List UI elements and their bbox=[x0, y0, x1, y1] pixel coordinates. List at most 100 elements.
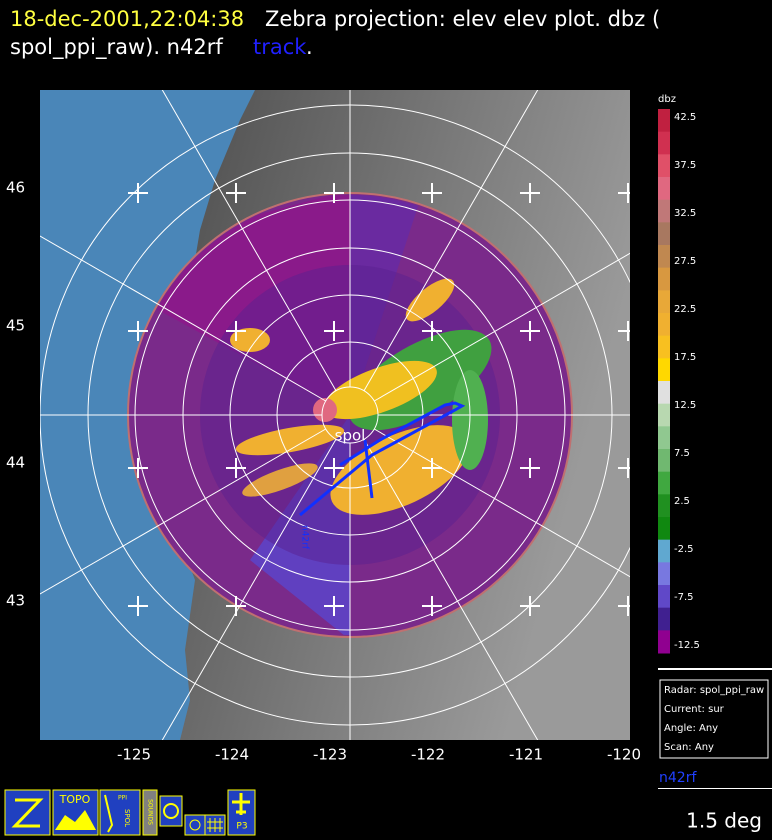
colorbar-tick: 22.5 bbox=[674, 304, 696, 315]
color-swatch bbox=[658, 358, 670, 382]
lon-label: -120 bbox=[607, 746, 641, 764]
color-swatch bbox=[658, 335, 670, 359]
radial bbox=[161, 438, 337, 740]
cross bbox=[128, 596, 148, 616]
color-swatch bbox=[658, 517, 670, 541]
lon-label: -125 bbox=[117, 746, 151, 764]
cross bbox=[520, 458, 540, 478]
cross bbox=[226, 183, 246, 203]
colorbar-tick: 2.5 bbox=[674, 496, 690, 507]
cross bbox=[128, 458, 148, 478]
echoes bbox=[140, 195, 500, 635]
info: Radar: spol_ppi_raw Current: sur Angle: An… bbox=[664, 685, 764, 753]
spol-icon[interactable] bbox=[99, 789, 141, 836]
sounds-icon[interactable] bbox=[142, 789, 158, 836]
separator bbox=[658, 668, 772, 670]
wheel-icon[interactable] bbox=[159, 795, 183, 827]
cross bbox=[618, 458, 630, 478]
colorbar-tick: 37.5 bbox=[674, 160, 696, 171]
colorbar-tick: 42.5 bbox=[674, 112, 696, 123]
color-swatch bbox=[658, 539, 670, 563]
radial bbox=[373, 252, 630, 402]
lon-label: -123 bbox=[313, 746, 347, 764]
plane-graphic bbox=[232, 793, 250, 815]
cross bbox=[618, 183, 630, 203]
overlay-icon[interactable] bbox=[184, 814, 206, 836]
color-swatch bbox=[658, 585, 670, 609]
grid-graphic bbox=[207, 818, 223, 832]
radial bbox=[40, 235, 327, 402]
cross bbox=[422, 321, 442, 341]
info-line: Scan: Any bbox=[664, 742, 714, 753]
colorbar-tick: 32.5 bbox=[674, 208, 696, 219]
radial bbox=[363, 90, 539, 392]
info-line: Current: sur bbox=[664, 704, 725, 715]
cross bbox=[128, 321, 148, 341]
lon-label: -122 bbox=[411, 746, 445, 764]
cross bbox=[422, 596, 442, 616]
color-swatch bbox=[658, 313, 670, 337]
spol-graphic bbox=[104, 794, 114, 833]
color-swatch bbox=[658, 607, 670, 631]
color-swatch bbox=[658, 131, 670, 155]
color-swatch bbox=[658, 449, 670, 473]
colorbar-tick: -7.5 bbox=[674, 592, 694, 603]
colorbar-tick: -12.5 bbox=[674, 640, 700, 651]
info-line: Angle: Any bbox=[664, 723, 718, 734]
topo-label: TOPO bbox=[59, 793, 91, 806]
color-swatch bbox=[658, 267, 670, 291]
cross bbox=[422, 458, 442, 478]
cross bbox=[618, 596, 630, 616]
color-swatch bbox=[658, 222, 670, 246]
lat-label: 45 bbox=[6, 317, 25, 335]
cross bbox=[618, 321, 630, 341]
radial bbox=[363, 438, 539, 740]
cross bbox=[226, 596, 246, 616]
cross bbox=[422, 183, 442, 203]
color-swatch bbox=[658, 630, 670, 654]
ppi-label: PPI bbox=[118, 795, 127, 802]
cross bbox=[520, 183, 540, 203]
sounds-label: SOUNDS bbox=[147, 799, 154, 825]
colorbar-tick: -2.5 bbox=[674, 544, 694, 555]
color-swatch bbox=[658, 494, 670, 518]
cross bbox=[324, 321, 344, 341]
info-box bbox=[659, 679, 769, 759]
track bbox=[299, 401, 466, 517]
colorbar-tick: 7.5 bbox=[674, 448, 690, 459]
grid-crosses bbox=[128, 183, 630, 616]
color-swatch bbox=[658, 177, 670, 201]
colorbar-tick: 27.5 bbox=[674, 256, 696, 267]
lat-label: 46 bbox=[6, 179, 25, 197]
elevation: 1.5 deg bbox=[686, 809, 762, 833]
color-swatch bbox=[658, 381, 670, 405]
wheel-graphic bbox=[163, 803, 179, 819]
radial bbox=[161, 90, 337, 392]
colorbar-tick: 17.5 bbox=[674, 352, 696, 363]
cross bbox=[324, 183, 344, 203]
topo-graphic bbox=[55, 810, 96, 830]
cross bbox=[226, 458, 246, 478]
info-line: Radar: spol_ppi_raw bbox=[664, 685, 764, 696]
colorbar-tick: 12.5 bbox=[674, 400, 696, 411]
toolbar: TOPO PPI SPOL SOUNDS P3 bbox=[4, 789, 256, 836]
cross bbox=[324, 596, 344, 616]
color-swatch bbox=[658, 199, 670, 223]
cross bbox=[324, 458, 344, 478]
track bbox=[363, 439, 374, 499]
color-swatch bbox=[658, 403, 670, 427]
lon-label: -124 bbox=[215, 746, 249, 764]
track-label: track bbox=[253, 35, 307, 59]
color-swatch bbox=[658, 562, 670, 586]
title: . bbox=[306, 35, 313, 59]
separator bbox=[658, 788, 772, 789]
title: Zebra projection: elev elev plot. dbz ( bbox=[265, 7, 660, 31]
axes: -125 -124 -123 -122 -121 -120 46 45 44 43 bbox=[6, 179, 641, 764]
overlay-graphic bbox=[189, 819, 201, 831]
time: 18-dec-2001,22:04:38 bbox=[10, 7, 244, 31]
cross bbox=[520, 596, 540, 616]
lon-label: -121 bbox=[509, 746, 543, 764]
color-swatch bbox=[658, 426, 670, 450]
